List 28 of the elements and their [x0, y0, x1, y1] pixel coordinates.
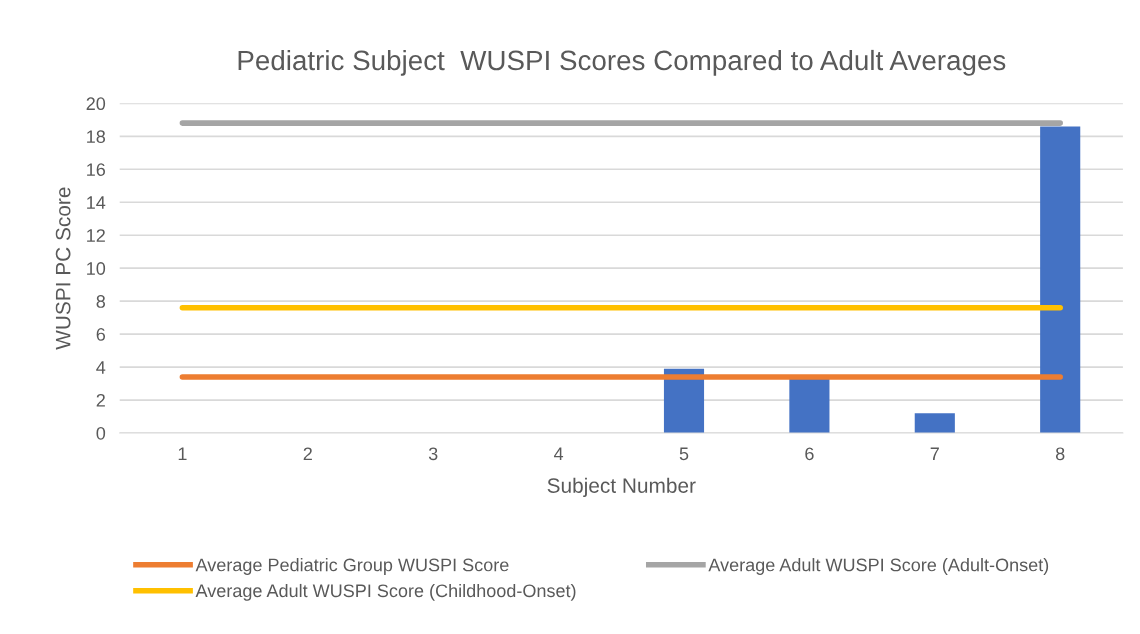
x-tick-label: 1	[178, 447, 187, 460]
y-tick-label: 16	[87, 163, 106, 176]
x-tick-label: 7	[930, 447, 939, 460]
y-axis-title: WUSPI PC Score	[55, 187, 71, 350]
legend-label: Average Adult WUSPI Score (Adult-Onset)	[708, 558, 1049, 575]
legend-label: Average Adult WUSPI Score (Childhood-Onset)	[195, 583, 576, 601]
bar	[1040, 126, 1081, 434]
y-tick-label: 20	[86, 97, 106, 111]
y-tick-label: 10	[87, 262, 106, 275]
legend-label: Average Pediatric Group WUSPI Score	[195, 558, 509, 575]
x-tick-label: 6	[805, 447, 814, 461]
x-tick-label: 8	[1055, 447, 1065, 461]
y-tick-label: 0	[96, 426, 106, 440]
x-tick-label: 5	[679, 447, 689, 461]
y-tick-label: 4	[96, 361, 106, 374]
y-tick-label: 14	[87, 196, 106, 209]
y-tick-label: 8	[96, 295, 106, 308]
y-tick-label: 6	[96, 328, 106, 341]
bar	[789, 378, 830, 434]
x-tick-label: 3	[428, 447, 438, 461]
x-tick-label: 4	[553, 447, 564, 460]
y-tick-label: 18	[87, 130, 106, 144]
x-axis-title: Subject Number	[547, 477, 696, 498]
y-tick-label: 2	[96, 393, 105, 407]
chart-title: Pediatric Subject WUSPI Scores Compared to Adult Averages	[238, 49, 1006, 76]
bar	[914, 413, 955, 434]
x-tick-label: 2	[303, 447, 312, 460]
y-tick-label: 12	[87, 229, 105, 242]
